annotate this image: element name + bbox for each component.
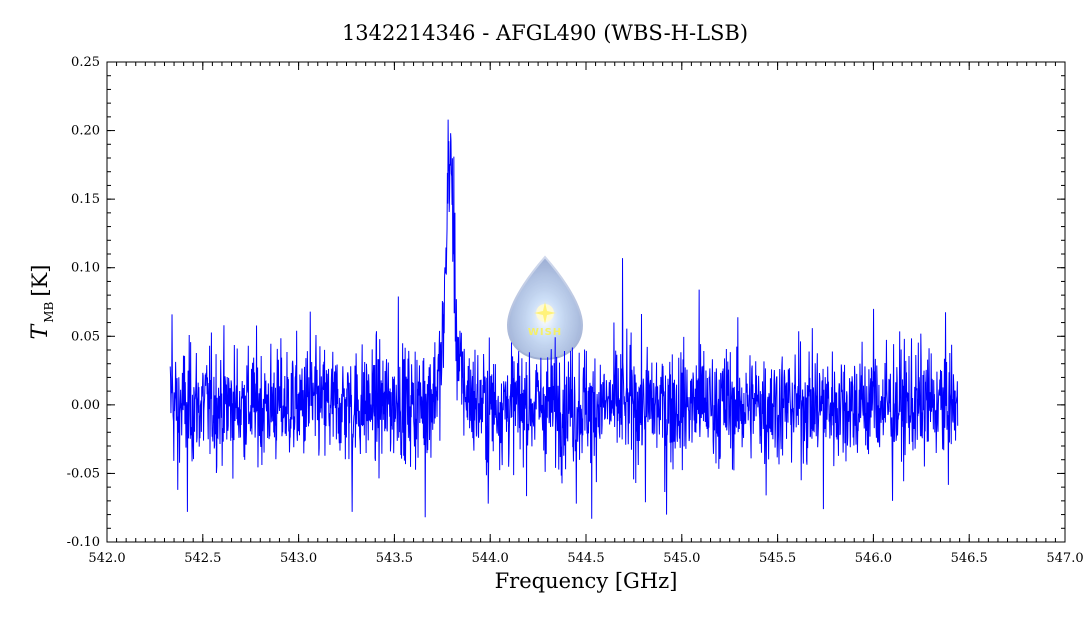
y-axis-label-unit: [K] xyxy=(28,265,52,297)
spectrum-series-line xyxy=(169,119,959,519)
x-tick-label: 542.0 xyxy=(88,551,125,566)
x-tick-label: 545.5 xyxy=(759,551,796,566)
y-axis: -0.10 -0.05 0.00 0.05 0.10 0.15 0.20 0.25 xyxy=(67,55,1065,550)
x-tick-label: 543.0 xyxy=(280,551,317,566)
x-tick-label: 543.5 xyxy=(376,551,413,566)
x-tick-label: 547.0 xyxy=(1046,551,1083,566)
y-tick-label: -0.05 xyxy=(67,466,100,481)
y-tick-label: -0.10 xyxy=(67,535,100,550)
y-axis-label-subscript: MB xyxy=(42,301,56,322)
y-tick-label: 0.05 xyxy=(71,329,100,344)
x-tick-label: 545.0 xyxy=(663,551,700,566)
plot-frame xyxy=(106,61,1066,543)
star-icon xyxy=(534,302,556,324)
x-tick-label: 544.5 xyxy=(567,551,604,566)
y-tick-label: 0.20 xyxy=(71,124,100,139)
x-axis-label: Frequency [GHz] xyxy=(495,569,678,593)
x-tick-label: 546.0 xyxy=(855,551,892,566)
x-tick-label: 542.5 xyxy=(184,551,221,566)
x-axis: 542.0 542.5 543.0 543.5 544.0 544.5 545.0 545.5… xyxy=(88,62,1084,566)
y-axis-label-symbol: T xyxy=(28,322,53,339)
x-tick-label: 544.0 xyxy=(472,551,509,566)
y-tick-label: 0.25 xyxy=(71,55,100,70)
chart-title: 1342214346 - AFGL490 (WBS-H-LSB) xyxy=(342,21,748,45)
y-axis-label: TMB [K] xyxy=(28,265,56,340)
y-tick-label: 0.15 xyxy=(71,192,100,207)
x-tick-label: 546.5 xyxy=(951,551,988,566)
svg-text:TMB[K]: TMB [K] xyxy=(28,265,56,340)
y-tick-label: 0.00 xyxy=(71,398,100,413)
y-tick-label: 0.10 xyxy=(71,261,100,276)
wish-logo-watermark: WISH xyxy=(506,255,584,361)
wish-logo-text: WISH xyxy=(528,327,562,338)
